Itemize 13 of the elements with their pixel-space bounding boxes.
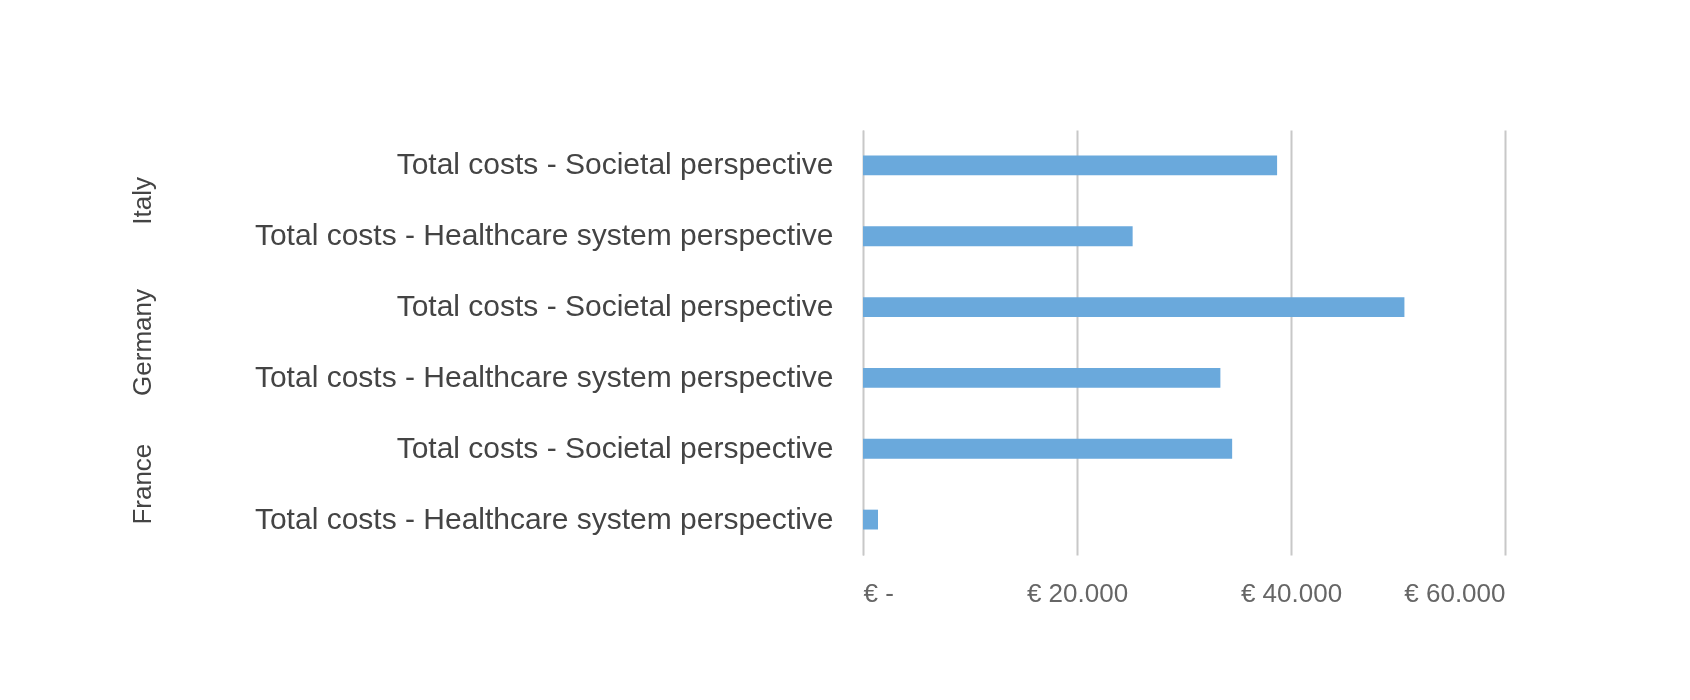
x-tick-label: € 60.000 [1404,577,1506,608]
x-tick-label: € 40.000 [1240,577,1343,608]
text: France [127,443,157,525]
y-tick-label: Total costs - Societal perspective [396,289,834,323]
y-tick-label: Total costs - Healthcare system perspective [254,359,834,393]
y-tick-label: Total costs - Societal perspective [396,430,834,464]
text: Italy [127,176,157,225]
y-tick-label: Total costs - Healthcare system perspective [254,218,834,252]
x-tick-label: € 20.000 [1026,577,1129,608]
x-tick-label: € - [863,577,894,608]
text: Germany [127,289,157,396]
y-tick-label: Total costs - Healthcare system perspective [254,501,834,535]
y-tick-label: Total costs - Societal perspective [396,147,834,181]
